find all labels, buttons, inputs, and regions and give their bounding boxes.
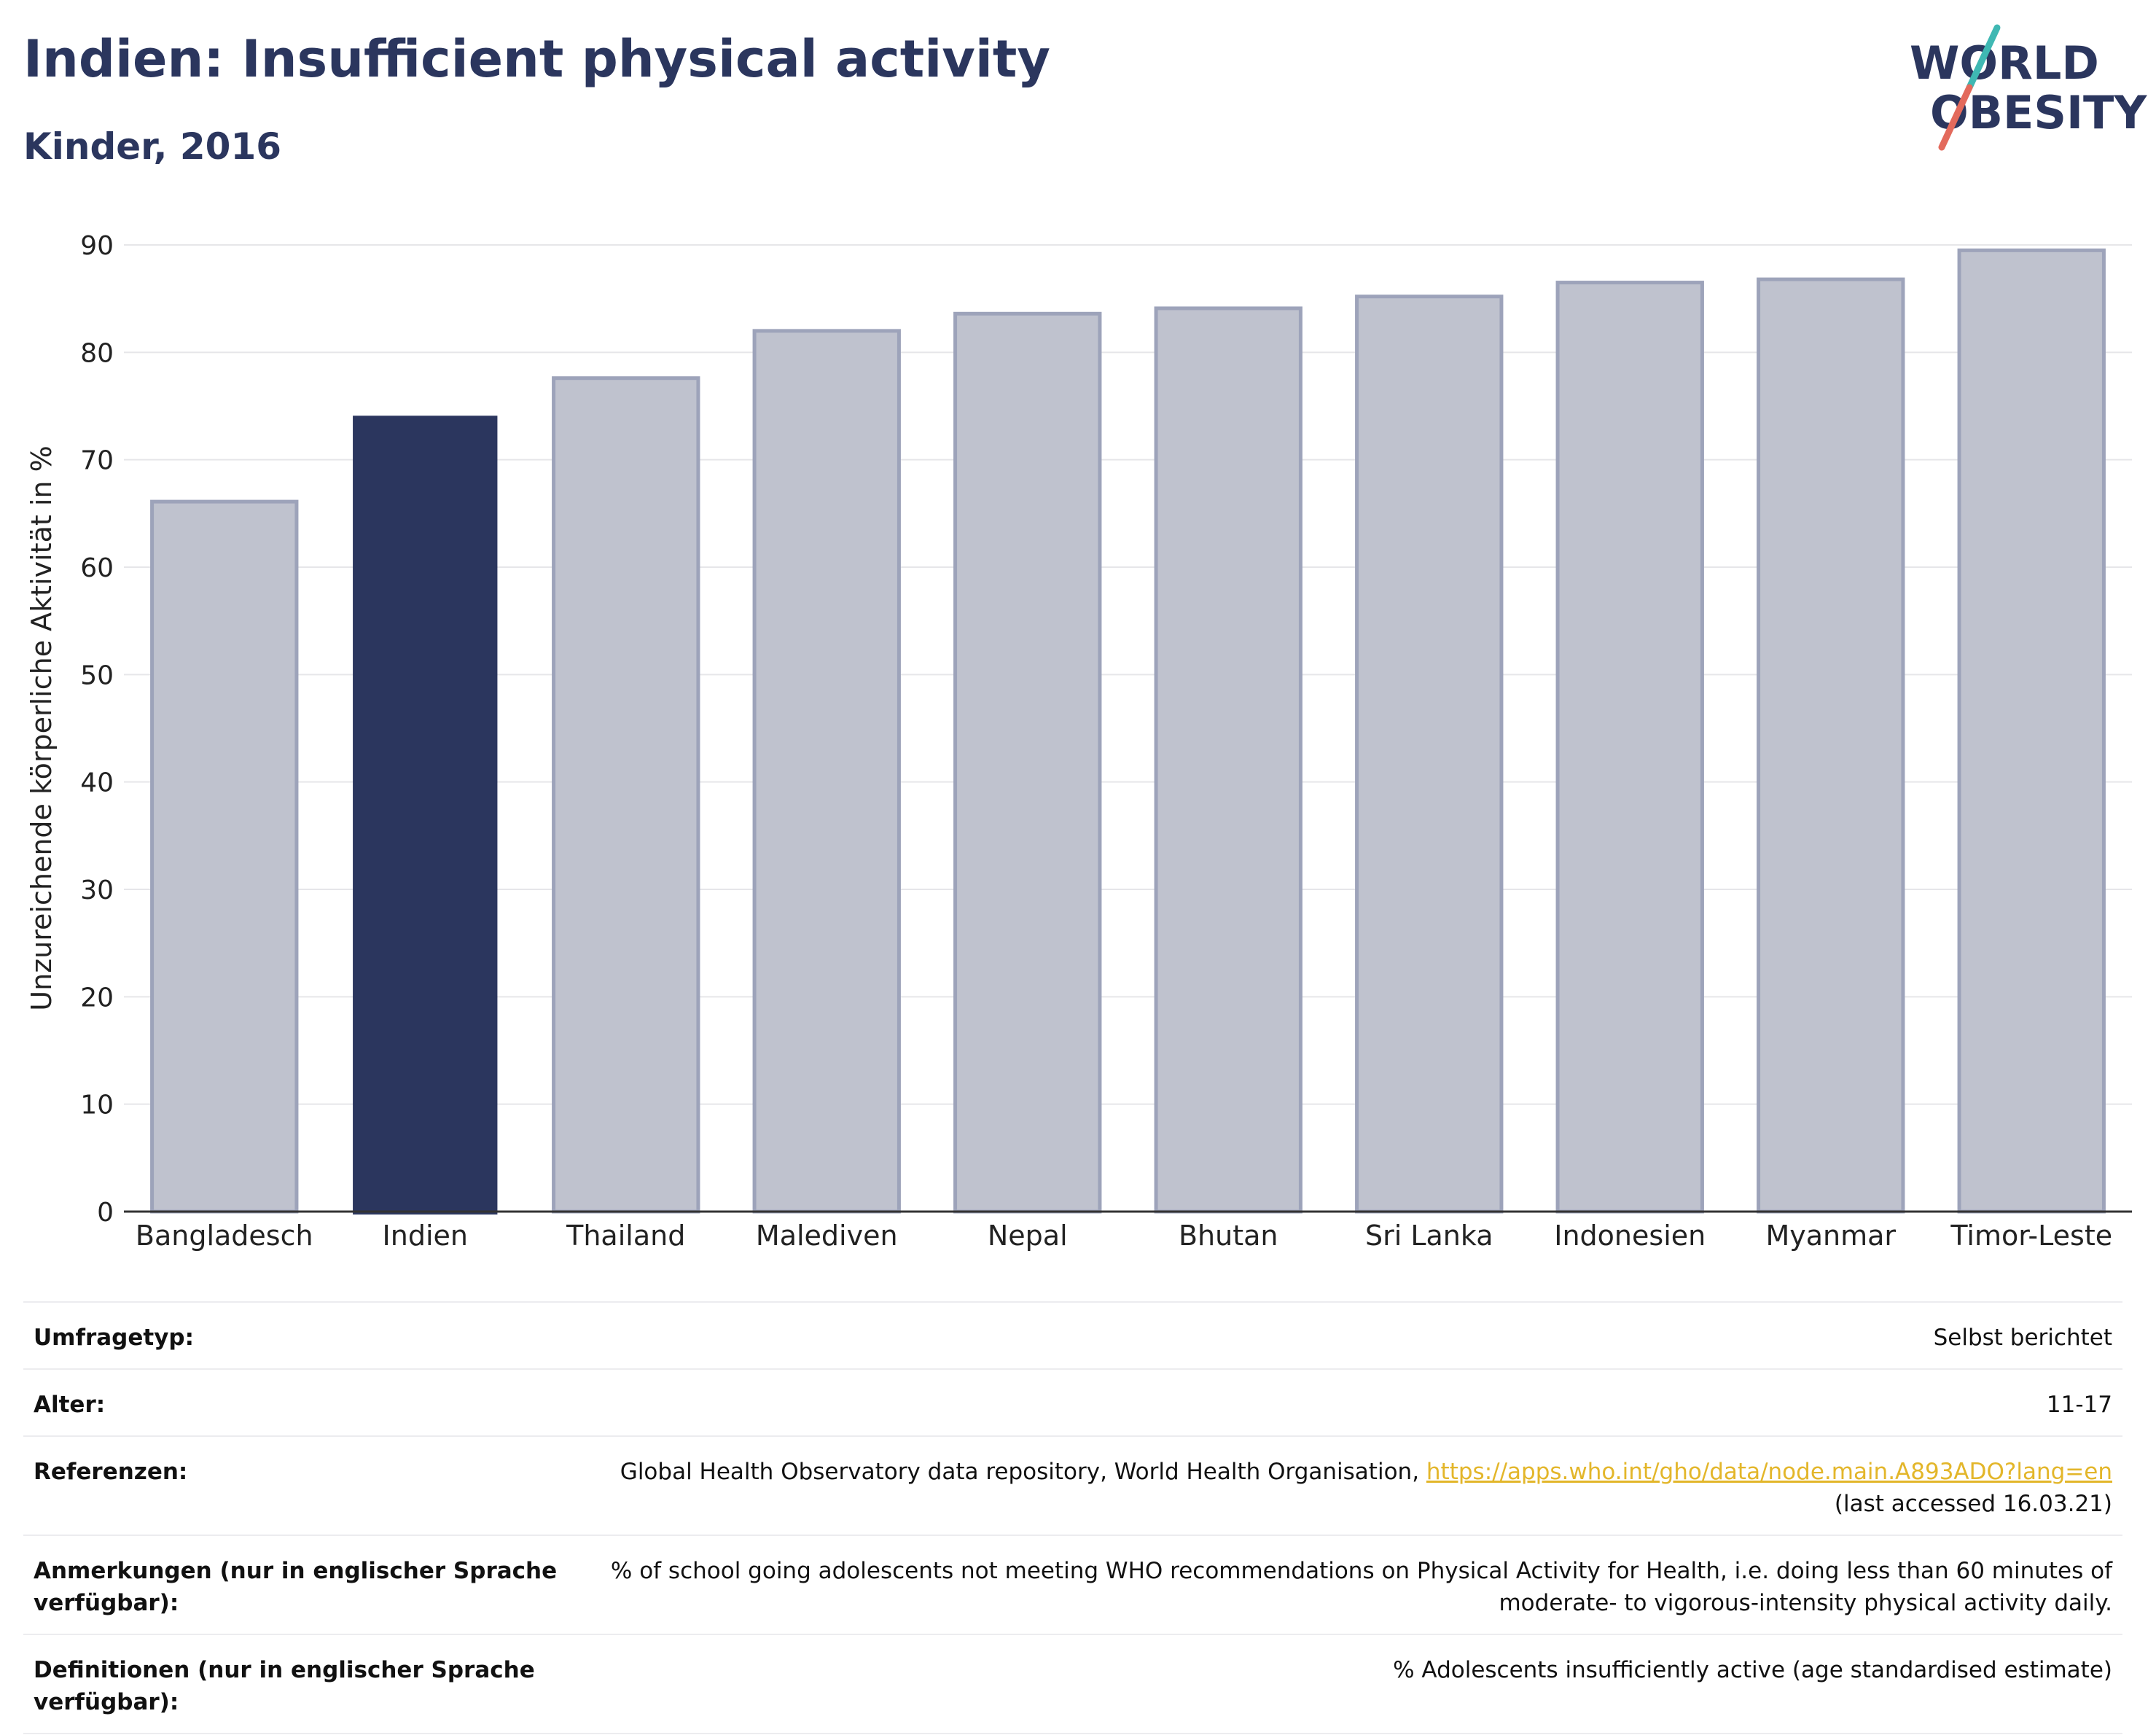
bars bbox=[150, 248, 2106, 1214]
page-title: Indien: Insufficient physical activity bbox=[23, 29, 1050, 89]
info-table: Umfragetyp: Selbst berichtet Alter: 11-1… bbox=[23, 1301, 2122, 1734]
bar-thailand bbox=[552, 376, 700, 1214]
age-label: Alter: bbox=[34, 1392, 106, 1418]
bar-chart: 0 10 20 30 40 50 60 70 80 90 Bangladesch Indien Tha… bbox=[26, 231, 2132, 1252]
y-tick-label: 30 bbox=[80, 876, 114, 905]
notes-value: % of school going adolescents not meetin… bbox=[610, 1558, 2112, 1616]
references-label: Referenzen: bbox=[34, 1459, 188, 1485]
x-tick-label: Indonesien bbox=[1554, 1220, 1706, 1252]
definitions-value: % Adolescents insufficiently active (age… bbox=[1393, 1657, 2112, 1683]
reference-link[interactable]: https://apps.who.int/gho/data/node.main.… bbox=[1426, 1459, 2112, 1485]
x-axis-ticks: Bangladesch Indien Thailand Malediven Nepal B… bbox=[136, 1220, 2112, 1252]
x-tick-label: Myanmar bbox=[1765, 1220, 1896, 1252]
info-row-references: Referenzen: Global Health Observatory da… bbox=[23, 1437, 2122, 1536]
x-tick-label: Nepal bbox=[988, 1220, 1068, 1252]
y-tick-label: 80 bbox=[80, 338, 114, 368]
y-tick-label: 50 bbox=[80, 660, 114, 690]
survey-type-value: Selbst berichtet bbox=[1933, 1325, 2112, 1351]
x-tick-label: Indien bbox=[383, 1220, 468, 1252]
x-tick-label: Thailand bbox=[566, 1220, 685, 1252]
y-tick-label: 60 bbox=[80, 553, 114, 583]
x-tick-label: Sri Lanka bbox=[1365, 1220, 1493, 1252]
notes-label: Anmerkungen (nur in englischer Sprache v… bbox=[34, 1558, 558, 1616]
x-tick-label: Bhutan bbox=[1179, 1220, 1278, 1252]
world-obesity-logo: WORLD OBESITY bbox=[1895, 22, 2147, 153]
bar-sri-lanka bbox=[1355, 295, 1504, 1214]
age-value: 11-17 bbox=[2046, 1392, 2112, 1418]
info-row-definitions: Definitionen (nur in englischer Sprache … bbox=[23, 1635, 2122, 1734]
bar-indonesien bbox=[1555, 281, 1704, 1214]
bar-indien bbox=[353, 416, 498, 1214]
y-tick-label: 70 bbox=[80, 446, 114, 476]
bar-nepal bbox=[953, 311, 1102, 1214]
y-tick-label: 90 bbox=[80, 231, 114, 261]
references-text: Global Health Observatory data repositor… bbox=[620, 1459, 1426, 1485]
survey-type-label: Umfragetyp: bbox=[34, 1325, 194, 1351]
y-axis-ticks: 0 10 20 30 40 50 60 70 80 90 bbox=[80, 231, 114, 1228]
y-tick-label: 10 bbox=[80, 1091, 114, 1120]
info-row-age: Alter: 11-17 bbox=[23, 1370, 2122, 1437]
page-subtitle: Kinder, 2016 bbox=[23, 125, 282, 168]
references-value: Global Health Observatory data repositor… bbox=[582, 1456, 2112, 1520]
definitions-label: Definitionen (nur in englischer Sprache … bbox=[34, 1657, 535, 1715]
y-tick-label: 20 bbox=[80, 983, 114, 1013]
bar-malediven bbox=[752, 329, 901, 1214]
info-row-notes: Anmerkungen (nur in englischer Sprache v… bbox=[23, 1536, 2122, 1635]
bar-bhutan bbox=[1154, 306, 1302, 1214]
bar-myanmar bbox=[1757, 277, 1905, 1214]
x-tick-label: Malediven bbox=[756, 1220, 898, 1252]
x-tick-label: Timor-Leste bbox=[1950, 1220, 2112, 1252]
logo-slash-icon bbox=[1938, 24, 2001, 151]
logo-line-1: WORLD bbox=[1910, 36, 2099, 90]
y-tick-label: 40 bbox=[80, 768, 114, 798]
references-accessed: (last accessed 16.03.21) bbox=[1834, 1491, 2112, 1517]
info-row-survey: Umfragetyp: Selbst berichtet bbox=[23, 1303, 2122, 1370]
y-tick-label: 0 bbox=[97, 1198, 114, 1228]
x-tick-label: Bangladesch bbox=[136, 1220, 313, 1252]
bar-timor-leste bbox=[1957, 248, 2106, 1214]
y-axis-label: Unzureichende körperliche Aktivität in % bbox=[26, 445, 58, 1010]
bar-bangladesch bbox=[150, 499, 299, 1214]
